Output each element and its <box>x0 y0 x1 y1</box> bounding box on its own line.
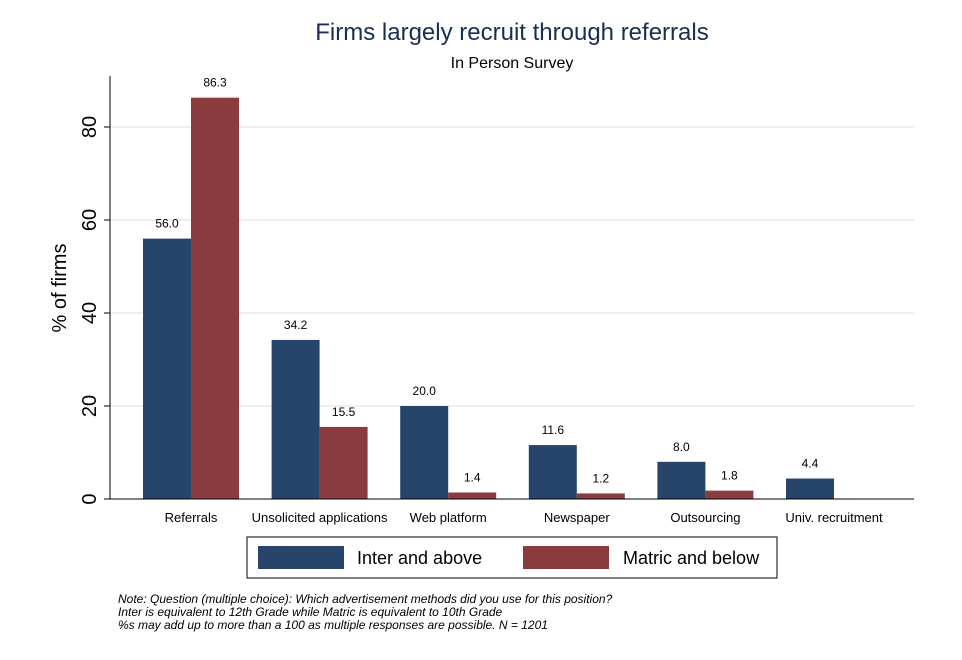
chart-title: Firms largely recruit through referrals <box>315 19 708 46</box>
x-tick-label-newspaper: Newspaper <box>544 510 610 525</box>
bars <box>143 97 834 499</box>
bar-outsourcing-matric-and-below <box>705 490 754 499</box>
legend-swatch-matric-and-below <box>523 546 609 569</box>
legend-label-matric-and-below: Matric and below <box>623 548 760 568</box>
bar-unsolicited-applications-matric-and-below <box>319 426 368 499</box>
data-labels: 56.0 86.3 34.2 15.5 20.0 1.4 11.6 1.2 8.0 1.8 4.4 <box>155 76 818 486</box>
y-tick-label-40: 40 <box>79 302 101 324</box>
legend-swatch-inter-and-above <box>258 546 344 569</box>
data-label-outsourcing-matric-and-below: 1.8 <box>721 469 738 483</box>
data-label-univ-recruitment-inter-and-above: 4.4 <box>802 457 819 471</box>
x-axis-ticks: Referrals Unsolicited applications Web pla… <box>165 510 883 525</box>
bar-referrals-matric-and-below <box>191 97 239 499</box>
data-label-referrals-matric-and-below: 86.3 <box>203 76 227 90</box>
note-line-2: Inter is equivalent to 12th Grade while … <box>118 605 503 619</box>
note-line-1: Note: Question (multiple choice): Which … <box>118 592 613 606</box>
bar-outsourcing-inter-and-above <box>657 461 706 499</box>
bar-unsolicited-applications-inter-and-above <box>271 339 320 499</box>
x-tick-label-unsolicited-applications: Unsolicited applications <box>252 510 388 525</box>
bar-web-platform-inter-and-above <box>400 406 449 499</box>
data-label-referrals-inter-and-above: 56.0 <box>155 217 179 231</box>
bar-univ-recruitment-inter-and-above <box>786 478 834 499</box>
data-label-web-platform-inter-and-above: 20.0 <box>413 384 437 398</box>
data-label-newspaper-inter-and-above: 11.6 <box>542 423 565 437</box>
y-tick-label-0: 0 <box>79 493 101 504</box>
bar-newspaper-inter-and-above <box>528 445 577 499</box>
y-axis-label: % of firms <box>49 244 71 333</box>
data-label-newspaper-matric-and-below: 1.2 <box>592 471 609 485</box>
data-label-unsolicited-applications-matric-and-below: 15.5 <box>332 405 356 419</box>
data-label-web-platform-matric-and-below: 1.4 <box>464 470 481 484</box>
y-axis-ticks: 0 20 40 60 80 <box>79 116 110 505</box>
x-tick-label-web-platform: Web platform <box>410 510 487 525</box>
data-label-outsourcing-inter-and-above: 8.0 <box>673 440 690 454</box>
data-label-unsolicited-applications-inter-and-above: 34.2 <box>284 318 308 332</box>
y-tick-label-20: 20 <box>79 395 101 417</box>
note-line-3: %s may add up to more than a 100 as mult… <box>118 618 548 632</box>
x-tick-label-referrals: Referrals <box>165 510 218 525</box>
x-tick-label-outsourcing: Outsourcing <box>670 510 740 525</box>
footnote: Note: Question (multiple choice): Which … <box>118 592 613 632</box>
y-tick-label-80: 80 <box>79 116 101 138</box>
legend: Inter and above Matric and below <box>246 536 778 579</box>
gridlines <box>110 126 914 407</box>
bar-newspaper-matric-and-below <box>576 493 625 499</box>
chart-subtitle: In Person Survey <box>451 55 574 72</box>
bar-web-platform-matric-and-below <box>448 492 497 499</box>
bar-referrals-inter-and-above <box>143 238 191 499</box>
x-tick-label-univ-recruitment: Univ. recruitment <box>785 510 883 525</box>
y-tick-label-60: 60 <box>79 209 101 231</box>
legend-label-inter-and-above: Inter and above <box>357 548 482 568</box>
